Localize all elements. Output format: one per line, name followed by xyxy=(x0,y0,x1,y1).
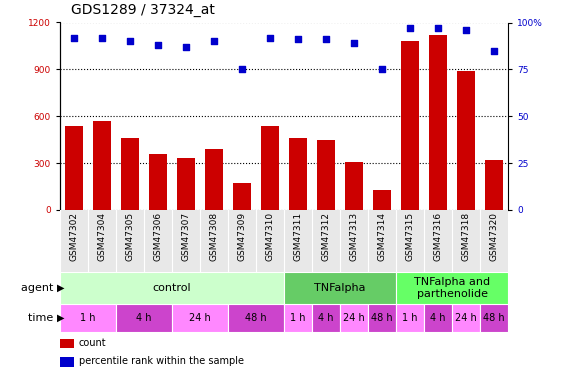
Bar xyxy=(396,304,424,332)
Text: ▶: ▶ xyxy=(57,313,65,323)
Bar xyxy=(401,41,419,210)
Bar xyxy=(284,272,396,304)
Bar xyxy=(452,304,480,332)
Bar xyxy=(172,304,228,332)
Text: 24 h: 24 h xyxy=(189,313,211,323)
Point xyxy=(126,38,135,44)
Bar xyxy=(340,304,368,332)
Text: GSM47302: GSM47302 xyxy=(70,212,78,261)
Point xyxy=(182,44,191,50)
Bar xyxy=(121,138,139,210)
Point xyxy=(98,34,107,40)
Bar xyxy=(457,71,475,210)
Text: GSM47318: GSM47318 xyxy=(462,212,471,261)
Bar xyxy=(485,160,503,210)
Text: count: count xyxy=(79,338,106,348)
Bar xyxy=(345,162,363,210)
Text: GSM47320: GSM47320 xyxy=(490,212,498,261)
Point xyxy=(70,34,79,40)
Text: GSM47307: GSM47307 xyxy=(182,212,191,261)
Text: GSM47313: GSM47313 xyxy=(349,212,359,261)
Text: GSM47316: GSM47316 xyxy=(433,212,443,261)
Text: GSM47305: GSM47305 xyxy=(126,212,135,261)
Point xyxy=(405,25,415,31)
Text: 24 h: 24 h xyxy=(343,313,365,323)
Bar xyxy=(116,304,172,332)
Text: GSM47309: GSM47309 xyxy=(238,212,247,261)
Text: 24 h: 24 h xyxy=(455,313,477,323)
Bar xyxy=(312,304,340,332)
Text: 48 h: 48 h xyxy=(484,313,505,323)
Text: GSM47312: GSM47312 xyxy=(321,212,331,261)
Text: GSM47315: GSM47315 xyxy=(405,212,415,261)
Text: 1 h: 1 h xyxy=(403,313,418,323)
Text: GSM47306: GSM47306 xyxy=(154,212,163,261)
Point xyxy=(238,66,247,72)
Bar xyxy=(396,272,508,304)
Bar xyxy=(149,154,167,210)
Text: time: time xyxy=(29,313,57,323)
Point xyxy=(293,36,303,42)
Point xyxy=(266,34,275,40)
Text: GSM47308: GSM47308 xyxy=(210,212,219,261)
Bar xyxy=(60,304,116,332)
Bar xyxy=(93,121,111,210)
Text: GSM47314: GSM47314 xyxy=(377,212,387,261)
Text: 48 h: 48 h xyxy=(246,313,267,323)
Text: GDS1289 / 37324_at: GDS1289 / 37324_at xyxy=(71,3,215,17)
Text: percentile rank within the sample: percentile rank within the sample xyxy=(79,356,244,366)
Point xyxy=(349,40,359,46)
Bar xyxy=(261,126,279,210)
Bar xyxy=(317,140,335,210)
Text: 48 h: 48 h xyxy=(371,313,393,323)
Point xyxy=(321,36,331,42)
Bar xyxy=(205,149,223,210)
Text: TNFalpha and
parthenolide: TNFalpha and parthenolide xyxy=(414,277,490,298)
Bar xyxy=(228,304,284,332)
Text: TNFalpha: TNFalpha xyxy=(315,283,366,293)
Text: 1 h: 1 h xyxy=(80,313,96,323)
Text: GSM47311: GSM47311 xyxy=(293,212,303,261)
Bar xyxy=(65,126,83,210)
Point xyxy=(489,48,498,54)
Text: control: control xyxy=(152,283,191,293)
Bar xyxy=(373,190,391,210)
Text: 4 h: 4 h xyxy=(136,313,152,323)
Bar xyxy=(284,304,312,332)
Point xyxy=(210,38,219,44)
Point xyxy=(377,66,387,72)
Bar xyxy=(429,35,447,210)
Bar xyxy=(289,138,307,210)
Point xyxy=(433,25,443,31)
Bar xyxy=(480,304,508,332)
Text: GSM47304: GSM47304 xyxy=(98,212,106,261)
Point xyxy=(461,27,471,33)
Text: 4 h: 4 h xyxy=(319,313,334,323)
Bar xyxy=(60,272,284,304)
Point xyxy=(154,42,163,48)
Bar xyxy=(177,158,195,210)
Text: agent: agent xyxy=(21,283,57,293)
Text: 1 h: 1 h xyxy=(290,313,306,323)
Text: 4 h: 4 h xyxy=(431,313,446,323)
Bar xyxy=(424,304,452,332)
Text: GSM47310: GSM47310 xyxy=(266,212,275,261)
Text: ▶: ▶ xyxy=(57,283,65,293)
Bar xyxy=(368,304,396,332)
Bar xyxy=(233,183,251,210)
